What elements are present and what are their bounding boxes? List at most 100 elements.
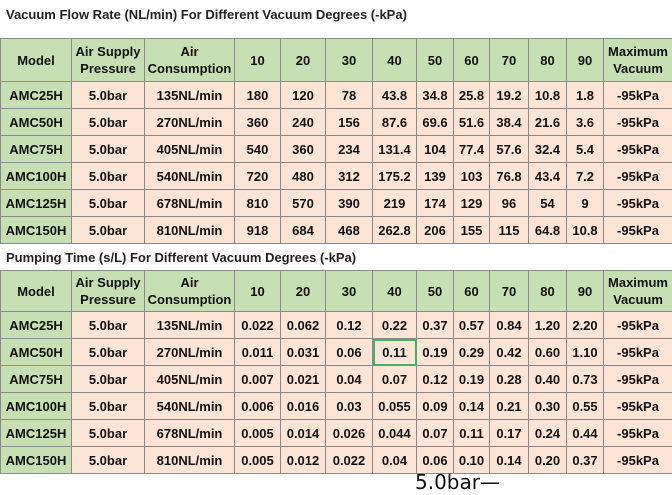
table-cell[interactable]: 19.2 [489,81,529,109]
table-cell[interactable]: 5.0bar [71,311,145,339]
table-cell[interactable]: 234 [325,135,373,163]
table-cell[interactable]: 64.8 [528,216,567,244]
model-cell[interactable]: AMC125H [0,419,72,447]
table-cell[interactable]: 0.57 [453,311,490,339]
table-cell[interactable]: 2.20 [566,311,604,339]
model-cell[interactable]: AMC25H [0,81,72,109]
table-cell[interactable]: 0.04 [325,365,373,393]
table-cell[interactable]: 0.044 [372,419,417,447]
table-cell[interactable]: 38.4 [489,108,529,136]
table-cell[interactable]: 5.0bar [71,135,145,163]
table-cell[interactable]: 174 [416,189,454,217]
table-cell[interactable]: -95kPa [603,311,672,339]
table-cell[interactable]: 0.37 [416,311,454,339]
table-cell[interactable]: 0.016 [280,392,326,420]
table-cell[interactable]: 360 [234,108,281,136]
table-cell[interactable]: 5.0bar [71,392,145,420]
table-cell[interactable]: 5.0bar [71,338,145,366]
table-cell[interactable]: 0.09 [416,392,454,420]
table-cell[interactable]: 0.60 [528,338,567,366]
table-cell[interactable]: 468 [325,216,373,244]
table-cell[interactable]: 0.40 [528,365,567,393]
table-cell[interactable]: -95kPa [603,162,672,190]
table-cell[interactable]: -95kPa [603,446,672,474]
model-cell[interactable]: AMC50H [0,108,72,136]
table-cell[interactable]: 1.8 [566,81,604,109]
table-cell[interactable]: 78 [325,81,373,109]
table-cell[interactable]: 0.005 [234,419,281,447]
table-cell[interactable]: 405NL/min [144,135,235,163]
table-cell[interactable]: 0.24 [528,419,567,447]
table-cell[interactable]: 206 [416,216,454,244]
table-cell[interactable]: 0.055 [372,392,417,420]
table-cell[interactable]: 390 [325,189,373,217]
table-cell[interactable]: 0.007 [234,365,281,393]
table-cell[interactable]: 135NL/min [144,311,235,339]
table-cell[interactable]: 51.6 [453,108,490,136]
table-cell[interactable]: 87.6 [372,108,417,136]
table-cell[interactable]: 0.062 [280,311,326,339]
table-cell[interactable]: 120 [280,81,326,109]
table-cell[interactable]: 3.6 [566,108,604,136]
table-cell[interactable]: 918 [234,216,281,244]
table-cell[interactable]: 10.8 [528,81,567,109]
table-cell[interactable]: 0.11 [372,338,417,366]
table-cell[interactable]: 0.021 [280,365,326,393]
table-cell[interactable]: 0.12 [416,365,454,393]
table-cell[interactable]: 1.10 [566,338,604,366]
table-cell[interactable]: 0.06 [325,338,373,366]
table-cell[interactable]: 115 [489,216,529,244]
table-cell[interactable]: 0.17 [489,419,529,447]
table-cell[interactable]: 0.14 [489,446,529,474]
table-cell[interactable]: 0.55 [566,392,604,420]
table-cell[interactable]: 5.0bar [71,446,145,474]
table-cell[interactable]: 5.0bar [71,419,145,447]
table-cell[interactable]: 180 [234,81,281,109]
table-cell[interactable]: 54 [528,189,567,217]
table-cell[interactable]: 156 [325,108,373,136]
model-cell[interactable]: AMC100H [0,162,72,190]
table-cell[interactable]: 0.005 [234,446,281,474]
model-cell[interactable]: AMC100H [0,392,72,420]
table-cell[interactable]: 5.0bar [71,216,145,244]
table-cell[interactable]: 0.012 [280,446,326,474]
table-cell[interactable]: 270NL/min [144,338,235,366]
table-cell[interactable]: 25.8 [453,81,490,109]
table-cell[interactable]: 0.03 [325,392,373,420]
model-cell[interactable]: AMC75H [0,365,72,393]
table-cell[interactable]: 684 [280,216,326,244]
table-cell[interactable]: 5.0bar [71,365,145,393]
table-cell[interactable]: 0.73 [566,365,604,393]
table-cell[interactable]: 43.4 [528,162,567,190]
table-cell[interactable]: 43.8 [372,81,417,109]
table-cell[interactable]: 103 [453,162,490,190]
table-cell[interactable]: 0.026 [325,419,373,447]
table-cell[interactable]: 312 [325,162,373,190]
table-cell[interactable]: 678NL/min [144,189,235,217]
table-cell[interactable]: 0.84 [489,311,529,339]
table-cell[interactable]: -95kPa [603,81,672,109]
table-cell[interactable]: 360 [280,135,326,163]
table-cell[interactable]: 0.07 [416,419,454,447]
table-cell[interactable]: 0.28 [489,365,529,393]
table-cell[interactable]: 219 [372,189,417,217]
table-cell[interactable]: 0.014 [280,419,326,447]
table-cell[interactable]: 0.42 [489,338,529,366]
model-cell[interactable]: AMC25H [0,311,72,339]
table-cell[interactable]: 0.29 [453,338,490,366]
table-cell[interactable]: 0.12 [325,311,373,339]
model-cell[interactable]: AMC150H [0,446,72,474]
table-cell[interactable]: 540NL/min [144,162,235,190]
table-cell[interactable]: 57.6 [489,135,529,163]
model-cell[interactable]: AMC125H [0,189,72,217]
table-cell[interactable]: -95kPa [603,135,672,163]
table-cell[interactable]: 135NL/min [144,81,235,109]
table-cell[interactable]: 34.8 [416,81,454,109]
table-cell[interactable]: 7.2 [566,162,604,190]
table-cell[interactable]: 10.8 [566,216,604,244]
table-cell[interactable]: 540 [234,135,281,163]
table-cell[interactable]: 5.0bar [71,162,145,190]
table-cell[interactable]: 131.4 [372,135,417,163]
table-cell[interactable]: 0.30 [528,392,567,420]
table-cell[interactable]: 810 [234,189,281,217]
